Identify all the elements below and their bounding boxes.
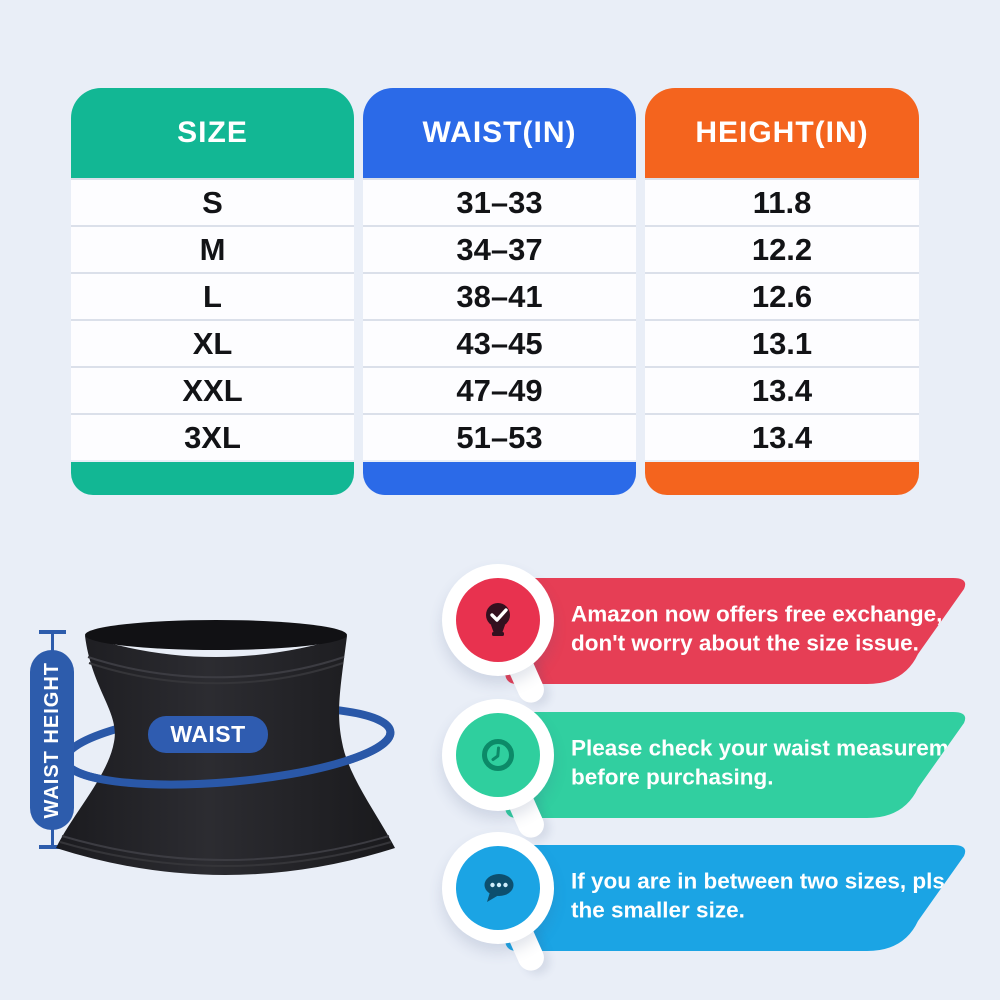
size-cell: XL <box>71 319 354 366</box>
tip-line: before purchasing. <box>571 764 774 790</box>
size-cell: M <box>71 225 354 272</box>
waist-cell: 51–53 <box>363 413 636 460</box>
waist-trainer-garment <box>56 620 395 875</box>
tip-line: don't worry about the size issue. <box>571 630 919 656</box>
size-table: SIZE S M L XL XXL 3XL WAIST(IN) 31–33 34… <box>71 88 920 495</box>
clock-icon <box>482 739 514 771</box>
size-cell: 3XL <box>71 413 354 460</box>
height-cell: 12.6 <box>645 272 919 319</box>
icon-inner <box>456 713 540 797</box>
icon-circle <box>442 564 554 676</box>
tip-text: Amazon now offers free exchange, so don'… <box>571 600 975 658</box>
tip-text: Please check your waist measurement befo… <box>571 734 982 792</box>
tip-line: Amazon now offers free exchange, so <box>571 601 975 627</box>
icon-circle <box>442 832 554 944</box>
icon-inner <box>456 846 540 930</box>
column-header-size: SIZE <box>71 88 354 178</box>
waist-height-label: WAIST HEIGHT <box>40 661 63 819</box>
column-footer-size <box>71 462 354 495</box>
icon-circle <box>442 699 554 811</box>
waist-cell: 31–33 <box>363 178 636 225</box>
column-header-height: HEIGHT(IN) <box>645 88 919 178</box>
height-cell: 13.4 <box>645 413 919 460</box>
waist-ring-front <box>61 731 395 789</box>
waist-height-label-pill: WAIST HEIGHT <box>30 650 74 830</box>
size-table-column-waist: WAIST(IN) 31–33 34–37 38–41 43–45 47–49 … <box>363 88 636 495</box>
chat-dots-icon <box>484 874 514 902</box>
size-cell: XXL <box>71 366 354 413</box>
icon-inner <box>456 578 540 662</box>
bulb-check-icon <box>486 603 510 636</box>
tip-text: If you are in between two sizes, pls ord… <box>571 867 1000 925</box>
tip-line: the smaller size. <box>571 897 745 923</box>
tip-banner-free-exchange: Amazon now offers free exchange, so don'… <box>505 578 971 684</box>
size-cell: S <box>71 178 354 225</box>
tip-line: Please check your waist measurement <box>571 735 983 761</box>
size-table-column-height: HEIGHT(IN) 11.8 12.2 12.6 13.1 13.4 13.4 <box>645 88 919 495</box>
waist-trainer-illustration <box>56 620 395 875</box>
tip-banner-check-measurement: Please check your waist measurement befo… <box>505 712 971 818</box>
waist-cell: 34–37 <box>363 225 636 272</box>
tip-icon-chat <box>442 832 554 975</box>
waist-height-ruler-bottom-cap <box>39 845 66 849</box>
column-header-waist: WAIST(IN) <box>363 88 636 178</box>
height-cell: 12.2 <box>645 225 919 272</box>
waist-label-pill: WAIST <box>148 716 268 753</box>
waist-cell: 38–41 <box>363 272 636 319</box>
tip-banner-between-sizes: If you are in between two sizes, pls ord… <box>505 845 971 951</box>
column-footer-waist <box>363 462 636 495</box>
height-cell: 13.1 <box>645 319 919 366</box>
height-cell: 11.8 <box>645 178 919 225</box>
tip-icon-clock <box>442 699 554 842</box>
column-footer-height <box>645 462 919 495</box>
tip-icon-bulb <box>442 564 554 707</box>
tip-line: If you are in between two sizes, pls ord… <box>571 868 1000 894</box>
size-table-column-size: SIZE S M L XL XXL 3XL <box>71 88 354 495</box>
height-cell: 13.4 <box>645 366 919 413</box>
waist-cell: 47–49 <box>363 366 636 413</box>
waist-cell: 43–45 <box>363 319 636 366</box>
waist-label: WAIST <box>170 721 246 747</box>
size-cell: L <box>71 272 354 319</box>
